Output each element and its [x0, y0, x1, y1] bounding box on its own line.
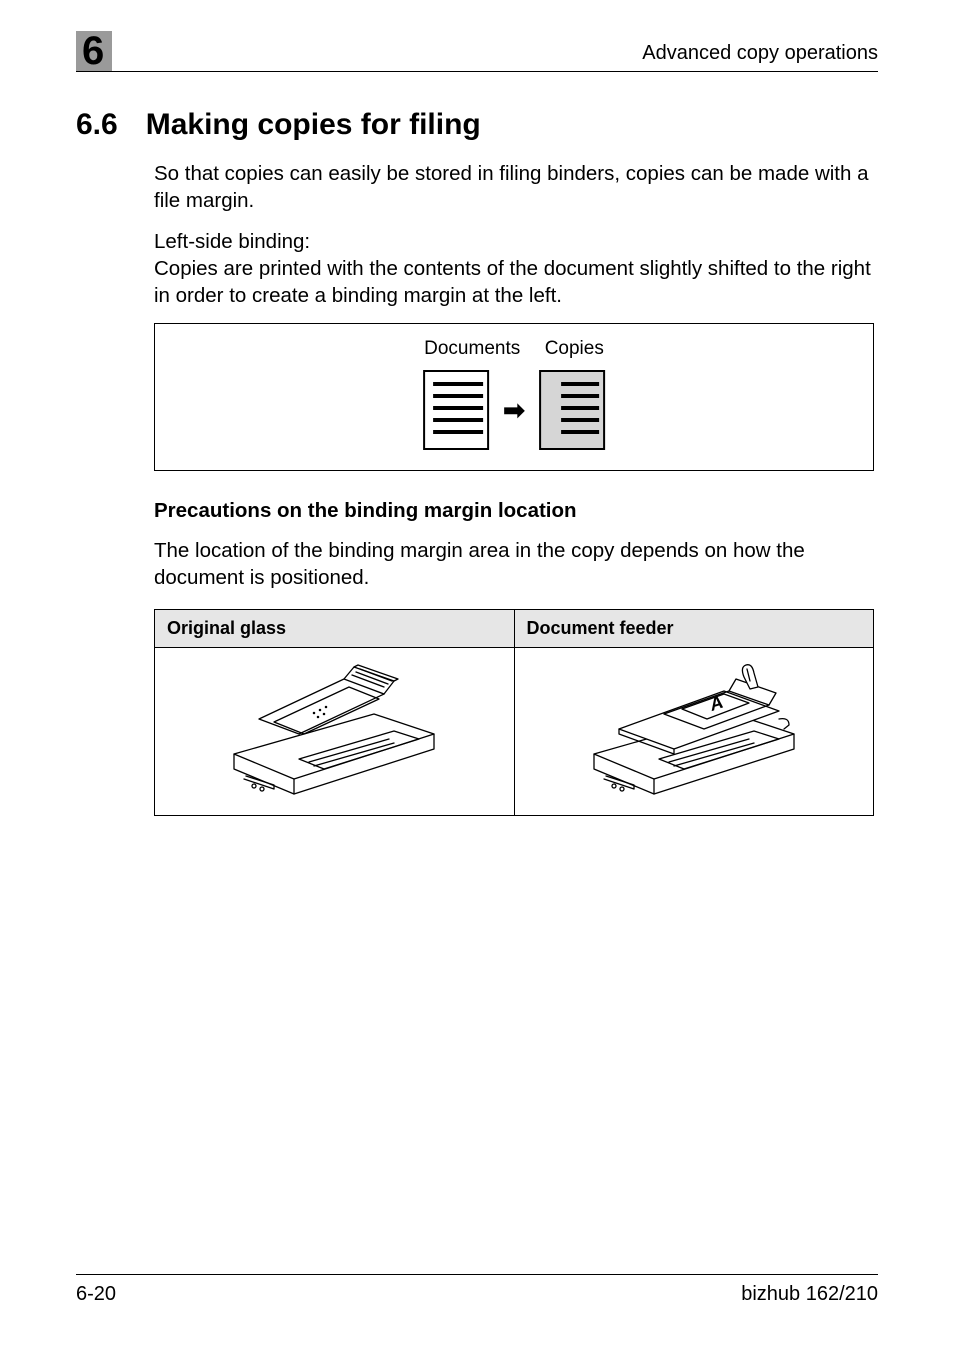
section-heading: 6.6 Making copies for filing — [76, 108, 878, 142]
chapter-number-badge: 6 — [76, 31, 112, 71]
running-title: Advanced copy operations — [642, 42, 878, 71]
intro-paragraph: So that copies can easily be stored in f… — [154, 160, 878, 214]
body-content: So that copies can easily be stored in f… — [154, 160, 878, 816]
cell-original-glass — [155, 648, 515, 816]
subsection-heading: Precautions on the binding margin locati… — [154, 499, 878, 523]
table-header-original-glass: Original glass — [155, 610, 515, 648]
figure-label-copies: Copies — [545, 338, 604, 360]
binding-description: Copies are printed with the contents of … — [154, 257, 871, 307]
binding-label: Left-side binding: — [154, 230, 310, 253]
positioning-table: Original glass Document feeder — [154, 609, 878, 816]
subsection-body: The location of the binding margin area … — [154, 537, 878, 591]
table-row: A — [155, 648, 874, 816]
figure-content: ➡ — [423, 370, 605, 450]
copy-page-icon — [539, 370, 605, 450]
model-name: bizhub 162/210 — [741, 1283, 878, 1306]
figure-label-documents: Documents — [424, 338, 520, 360]
margin-figure: Documents Copies ➡ — [154, 323, 874, 471]
figure-labels: Documents Copies — [155, 338, 873, 360]
original-glass-device-icon — [204, 659, 464, 799]
arrow-icon: ➡ — [503, 395, 525, 426]
document-page-icon — [423, 370, 489, 450]
document-lines-icon — [433, 382, 479, 434]
section-title: Making copies for filing — [146, 108, 481, 142]
copy-lines-icon — [561, 382, 595, 434]
cell-document-feeder: A — [514, 648, 874, 816]
document-feeder-device-icon: A — [564, 659, 824, 799]
page-header: 6 Advanced copy operations — [76, 20, 878, 72]
page: 6 Advanced copy operations 6.6 Making co… — [0, 0, 954, 1352]
binding-paragraph: Left-side binding: Copies are printed wi… — [154, 228, 878, 309]
section-number: 6.6 — [76, 108, 118, 142]
table-header-document-feeder: Document feeder — [514, 610, 874, 648]
page-footer: 6-20 bizhub 162/210 — [76, 1274, 878, 1306]
page-number: 6-20 — [76, 1283, 116, 1306]
